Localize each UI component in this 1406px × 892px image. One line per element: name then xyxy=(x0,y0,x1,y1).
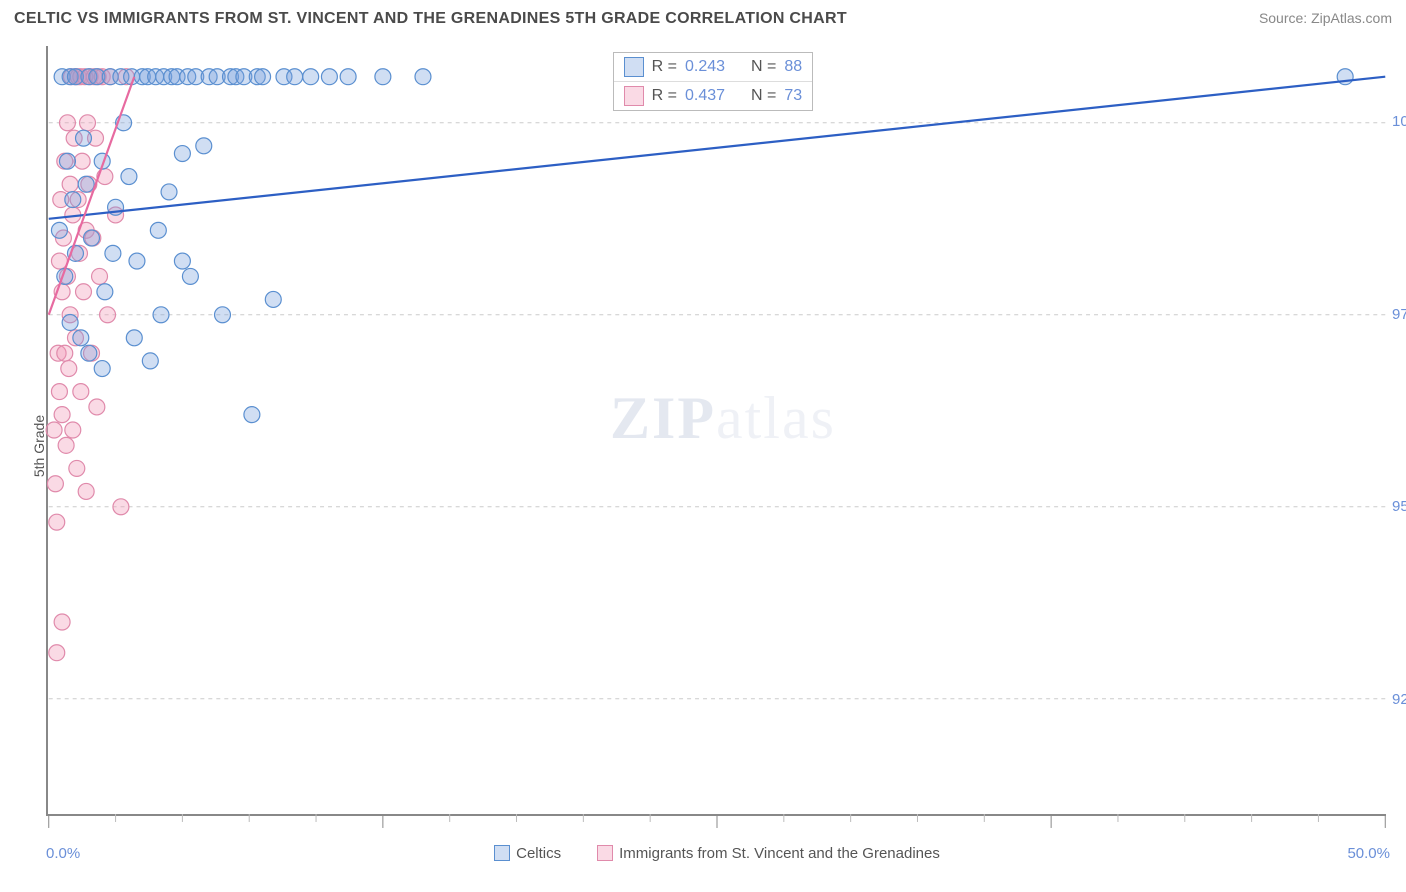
stat-r-value: 0.243 xyxy=(685,58,725,76)
stats-legend-box: R = 0.243 N = 88 R = 0.437 N = 73 xyxy=(613,52,814,111)
legend-swatch xyxy=(597,845,613,861)
stats-row: R = 0.437 N = 73 xyxy=(614,82,813,110)
legend-item: Immigrants from St. Vincent and the Gren… xyxy=(597,845,940,862)
stat-n-label: N = xyxy=(751,87,776,105)
stat-r-value: 0.437 xyxy=(685,87,725,105)
bottom-legend: Celtics Immigrants from St. Vincent and t… xyxy=(48,845,1386,862)
stat-r-label: R = xyxy=(652,58,677,76)
y-tick-label: 95.0% xyxy=(1392,498,1406,515)
legend-label: Celtics xyxy=(516,845,561,862)
y-tick-label: 92.5% xyxy=(1392,691,1406,708)
stat-r-label: R = xyxy=(652,87,677,105)
chart-title: CELTIC VS IMMIGRANTS FROM ST. VINCENT AN… xyxy=(14,10,847,28)
legend-swatch xyxy=(494,845,510,861)
plot-area: ZIPatlas R = 0.243N = 88R = 0.437N = 73 … xyxy=(46,46,1386,816)
stat-n-label: N = xyxy=(751,58,776,76)
legend-item: Celtics xyxy=(494,845,561,862)
legend-label: Immigrants from St. Vincent and the Gren… xyxy=(619,845,940,862)
stat-n-value: 73 xyxy=(784,87,802,105)
source-label: Source: ZipAtlas.com xyxy=(1259,10,1392,26)
scatter-svg xyxy=(48,46,1386,814)
stats-row: R = 0.243 N = 88 xyxy=(614,53,813,82)
stat-swatch xyxy=(624,86,644,106)
y-tick-label: 97.5% xyxy=(1392,306,1406,323)
stat-n-value: 88 xyxy=(784,58,802,76)
chart-container: 5th Grade ZIPatlas R = 0.243N = 88R = 0.… xyxy=(0,36,1406,856)
y-tick-label: 100.0% xyxy=(1392,113,1406,130)
stat-swatch xyxy=(624,57,644,77)
y-axis-label: 5th Grade xyxy=(31,415,47,477)
